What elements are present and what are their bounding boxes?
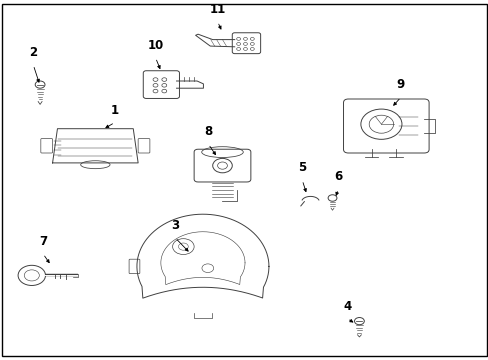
Text: 4: 4	[343, 300, 350, 313]
Text: 11: 11	[209, 3, 225, 16]
Text: 7: 7	[39, 235, 47, 248]
Text: 10: 10	[147, 39, 163, 52]
Text: 6: 6	[334, 170, 342, 183]
Text: 8: 8	[204, 125, 212, 138]
Text: 9: 9	[396, 78, 404, 91]
Text: 1: 1	[111, 104, 119, 117]
Text: 2: 2	[29, 46, 37, 59]
Text: 3: 3	[171, 219, 179, 232]
Text: 5: 5	[298, 161, 305, 174]
